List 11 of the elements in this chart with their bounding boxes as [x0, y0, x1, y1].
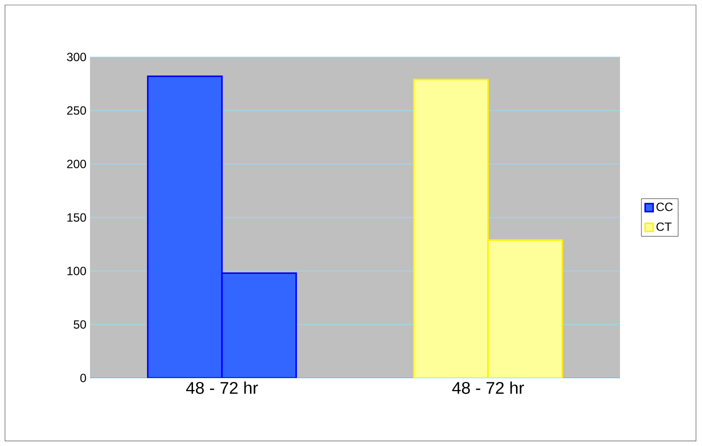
x-tick-label: 48 - 72 hr [452, 382, 524, 394]
legend-label: CT [656, 222, 672, 231]
y-tick-label: 100 [67, 266, 86, 276]
y-tick-label: 200 [67, 160, 86, 168]
y-tick-label: 0 [80, 374, 86, 382]
y-tick-label: 150 [67, 213, 86, 222]
y-tick-label: 50 [74, 320, 86, 329]
legend-label: CC [656, 202, 673, 212]
y-tick-label: 300 [66, 52, 86, 62]
y-tick-label: 250 [67, 106, 86, 115]
x-tick-label: 48 - 72 hr [186, 382, 258, 394]
